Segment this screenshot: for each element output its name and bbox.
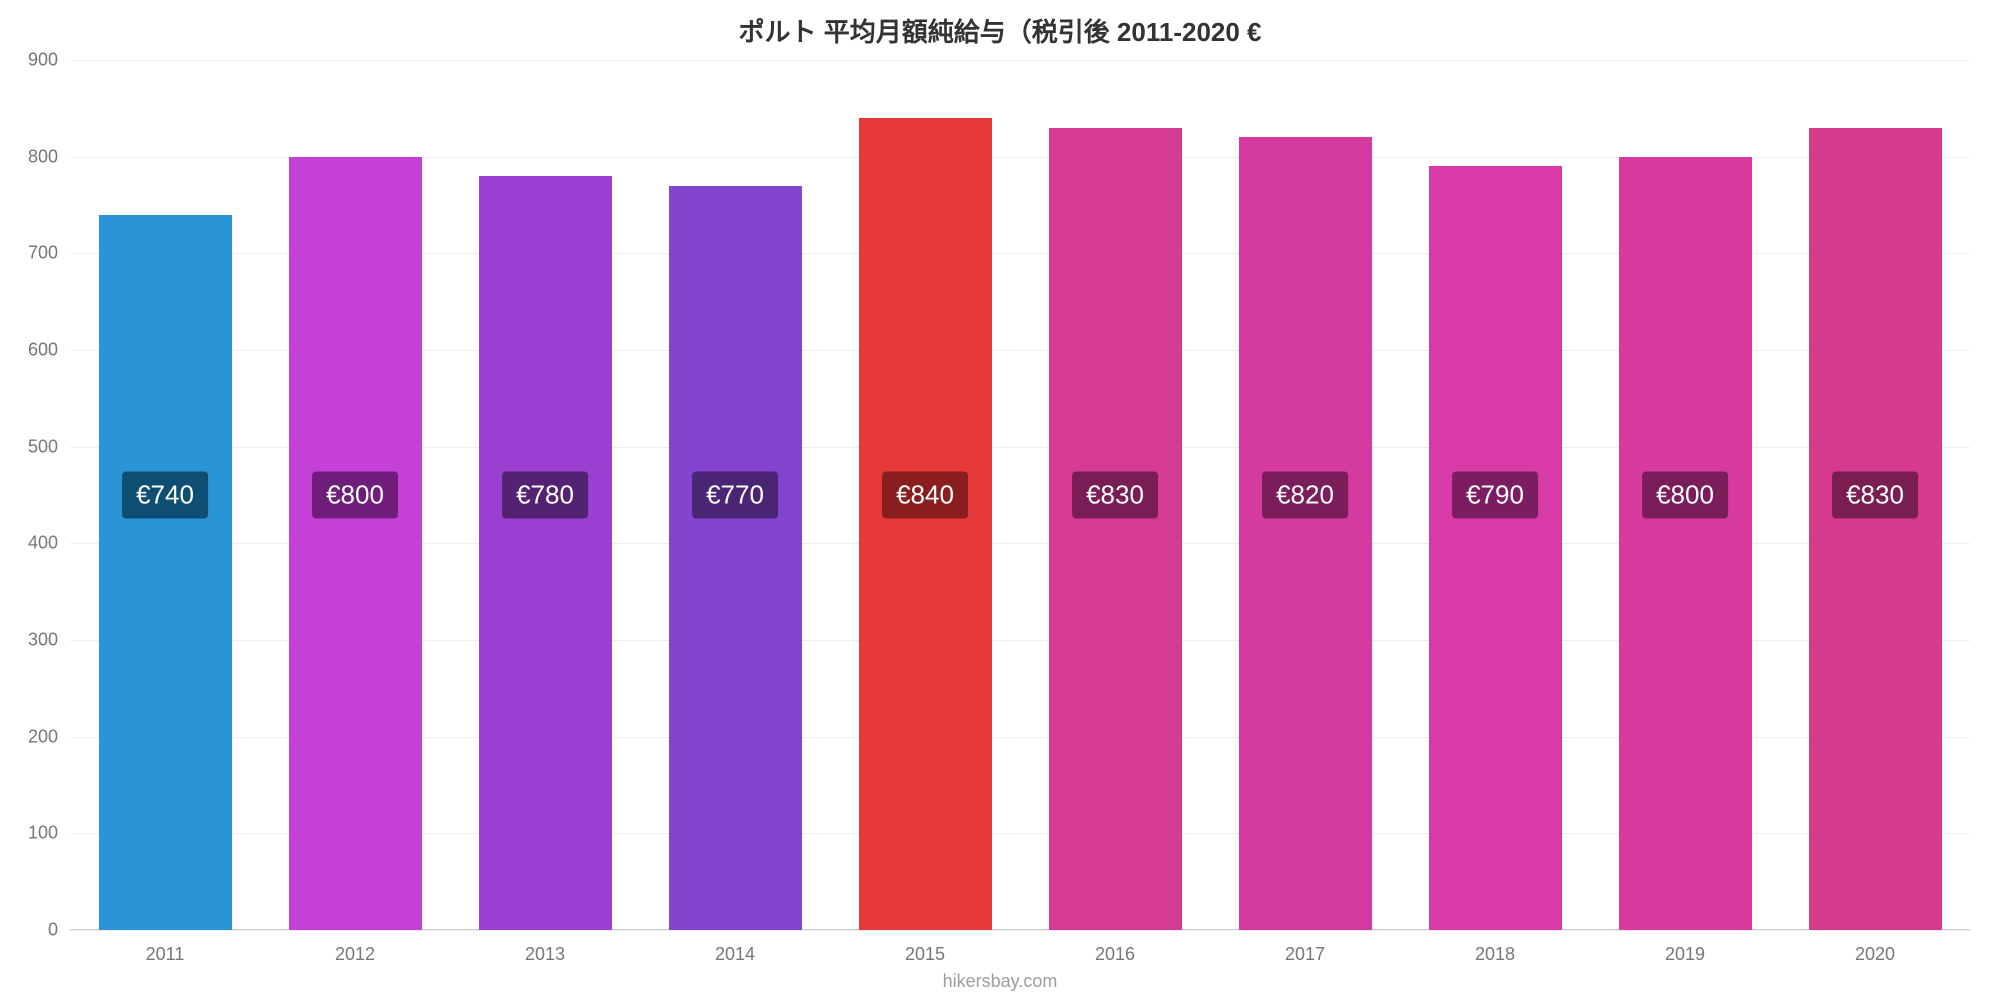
bar-value-label: €780 <box>502 472 588 519</box>
y-tick-label: 500 <box>28 436 70 457</box>
bar <box>1239 137 1372 930</box>
bar <box>479 176 612 930</box>
x-tick-label: 2013 <box>525 930 565 965</box>
y-tick-label: 100 <box>28 823 70 844</box>
y-tick-label: 700 <box>28 243 70 264</box>
chart-title: ポルト 平均月額純給与（税引後 2011-2020 € <box>0 12 2000 49</box>
bar-value-label: €800 <box>1642 472 1728 519</box>
bar <box>289 157 422 930</box>
bar <box>99 215 232 930</box>
bar <box>859 118 992 930</box>
bar-value-label: €830 <box>1072 472 1158 519</box>
bar-value-label: €770 <box>692 472 778 519</box>
bar <box>1619 157 1752 930</box>
y-tick-label: 600 <box>28 340 70 361</box>
y-tick-label: 800 <box>28 146 70 167</box>
y-tick-label: 300 <box>28 630 70 651</box>
x-tick-label: 2018 <box>1475 930 1515 965</box>
x-tick-label: 2012 <box>335 930 375 965</box>
bar-value-label: €790 <box>1452 472 1538 519</box>
x-tick-label: 2020 <box>1855 930 1895 965</box>
x-tick-label: 2011 <box>146 930 185 965</box>
bar <box>1809 128 1942 930</box>
bar <box>669 186 802 930</box>
x-tick-label: 2019 <box>1665 930 1705 965</box>
y-tick-label: 200 <box>28 726 70 747</box>
x-tick-label: 2017 <box>1285 930 1325 965</box>
x-tick-label: 2014 <box>715 930 755 965</box>
y-tick-label: 400 <box>28 533 70 554</box>
bar <box>1429 166 1562 930</box>
plot-area: 0100200300400500600700800900€7402011€800… <box>70 60 1970 930</box>
grid-line <box>70 60 1970 61</box>
bar <box>1049 128 1182 930</box>
x-tick-label: 2016 <box>1095 930 1135 965</box>
y-tick-label: 0 <box>48 920 70 941</box>
bar-value-label: €830 <box>1832 472 1918 519</box>
x-tick-label: 2015 <box>905 930 945 965</box>
bar-value-label: €800 <box>312 472 398 519</box>
bar-value-label: €740 <box>122 472 208 519</box>
salary-bar-chart: ポルト 平均月額純給与（税引後 2011-2020 € 010020030040… <box>0 0 2000 1000</box>
bar-value-label: €820 <box>1262 472 1348 519</box>
y-tick-label: 900 <box>28 50 70 71</box>
attribution-text: hikersbay.com <box>0 971 2000 992</box>
bar-value-label: €840 <box>882 472 968 519</box>
